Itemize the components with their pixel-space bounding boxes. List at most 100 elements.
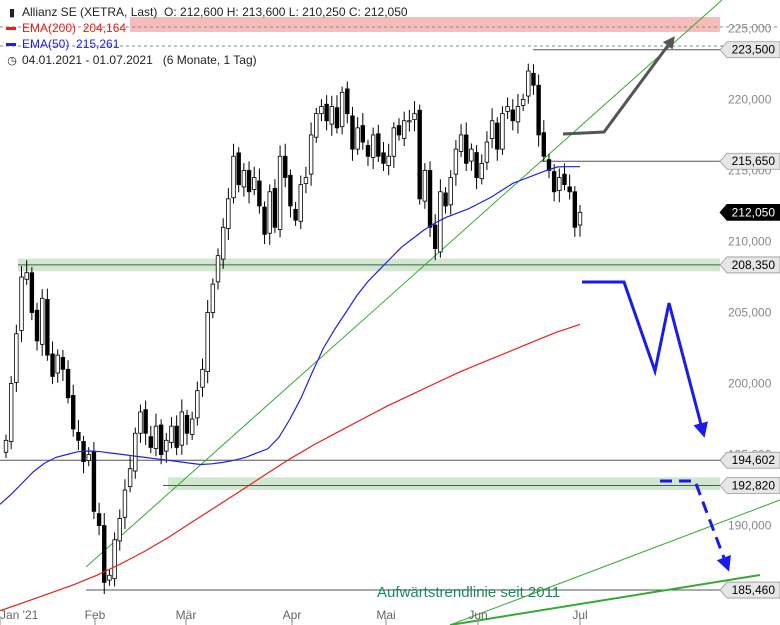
ema200-swatch xyxy=(6,27,16,31)
candles xyxy=(3,63,583,595)
candle-body xyxy=(148,436,153,448)
candle-body xyxy=(551,171,557,193)
target-zone xyxy=(130,17,720,32)
candle-body xyxy=(396,125,402,136)
candle-body xyxy=(19,276,24,331)
candle-body xyxy=(91,450,97,512)
candle-body xyxy=(226,198,231,229)
candle-body xyxy=(334,107,340,129)
candle-body xyxy=(127,468,133,488)
y-tick-label: 205,000 xyxy=(728,306,772,320)
candle-body xyxy=(3,439,9,453)
candle-body xyxy=(489,120,495,140)
price-tag-label: 215,650 xyxy=(732,154,776,168)
projection-down-path xyxy=(582,280,708,438)
candle-body xyxy=(495,122,500,150)
candle-body xyxy=(469,148,474,162)
candle-body xyxy=(572,191,578,228)
candle-body xyxy=(546,159,552,171)
candle-body xyxy=(179,411,185,446)
trendline-long-2 xyxy=(449,499,780,625)
candle-body xyxy=(407,120,412,123)
candle-body xyxy=(174,425,179,448)
candle-body xyxy=(24,272,29,280)
price-tags: 223,500 215,650 212,050 208,350 194,602 192,8… xyxy=(719,41,780,599)
candle-body xyxy=(158,424,164,455)
header-row-ema50: EMA(50) 215,261 xyxy=(6,36,119,52)
candle-body xyxy=(252,177,257,190)
candle-body xyxy=(370,134,376,158)
candle-body xyxy=(29,272,35,313)
candle-body xyxy=(220,226,226,260)
candle-body xyxy=(505,106,510,112)
y-tick-label: 210,000 xyxy=(728,234,772,248)
candle-body xyxy=(365,145,371,157)
trendline-short xyxy=(85,0,723,568)
candle-body xyxy=(272,187,278,228)
ohlc-values: O: 212,600 H: 213,600 L: 210,250 C: 212,… xyxy=(164,5,408,19)
x-tick-label: Jan '21 xyxy=(0,608,39,622)
price-tag-label: 223,500 xyxy=(732,43,776,57)
x-axis: Jan '21 Feb Mär Apr Mai Jun Jul xyxy=(0,608,588,625)
candle-body xyxy=(96,513,102,526)
trendline-label: Aufwärtstrendlinie seit 2011 xyxy=(377,584,560,601)
candle-body xyxy=(567,186,572,193)
last-price-tag xyxy=(719,203,780,221)
candle-body xyxy=(241,170,247,188)
x-tick-label: Jul xyxy=(572,608,587,622)
candle-body xyxy=(458,134,464,152)
projection-dashed-path xyxy=(660,479,731,572)
x-tick-label: Feb xyxy=(85,608,106,622)
candle-body xyxy=(14,333,19,383)
candle-body xyxy=(360,125,366,143)
candle-body xyxy=(464,134,469,164)
price-tag-label: 194,602 xyxy=(732,453,776,467)
candle-body xyxy=(453,148,459,175)
ema50-swatch xyxy=(6,43,16,47)
price-tag-label: 208,350 xyxy=(732,258,776,272)
candle-body xyxy=(433,224,438,249)
candlestick-icon: ▮ xyxy=(8,7,16,19)
candle-body xyxy=(277,155,283,230)
candle-body xyxy=(541,132,547,157)
candle-body xyxy=(231,155,236,199)
price-tag xyxy=(719,41,780,59)
candle-body xyxy=(308,134,314,175)
candle-body xyxy=(391,127,397,157)
candle-body xyxy=(355,127,360,150)
candle-body xyxy=(520,99,526,106)
candle-body xyxy=(376,133,381,157)
candle-body xyxy=(381,152,386,164)
candle-body xyxy=(479,162,484,180)
candle-body xyxy=(50,353,55,377)
ema50-value: 215,261 xyxy=(76,37,120,51)
candle-body xyxy=(329,106,334,125)
candle-body xyxy=(562,173,567,186)
candle-body xyxy=(531,72,536,86)
period-label: (6 Monate, 1 Tag) xyxy=(162,53,257,67)
candle-body xyxy=(288,174,293,207)
y-tick-label: 225,000 xyxy=(728,21,772,35)
candle-body xyxy=(319,106,324,115)
candle-body xyxy=(438,191,443,253)
candle-body xyxy=(474,152,479,178)
candle-body xyxy=(314,113,319,138)
candle-body xyxy=(107,574,112,581)
candle-body xyxy=(526,70,531,97)
candle-body xyxy=(39,297,45,345)
trendline-2011 xyxy=(449,574,761,625)
candle-body xyxy=(303,177,309,184)
candle-body xyxy=(210,283,216,313)
candle-body xyxy=(189,418,195,435)
price-tag xyxy=(719,477,780,494)
candle-body xyxy=(422,170,428,202)
price-tag xyxy=(719,581,780,599)
y-tick-label: 200,000 xyxy=(728,377,772,391)
candle-body xyxy=(205,312,210,372)
candle-body xyxy=(55,354,60,374)
candle-body xyxy=(60,356,66,370)
candle-body xyxy=(138,411,143,434)
candle-body xyxy=(257,180,262,207)
ema50-label: EMA(50) xyxy=(22,37,70,51)
